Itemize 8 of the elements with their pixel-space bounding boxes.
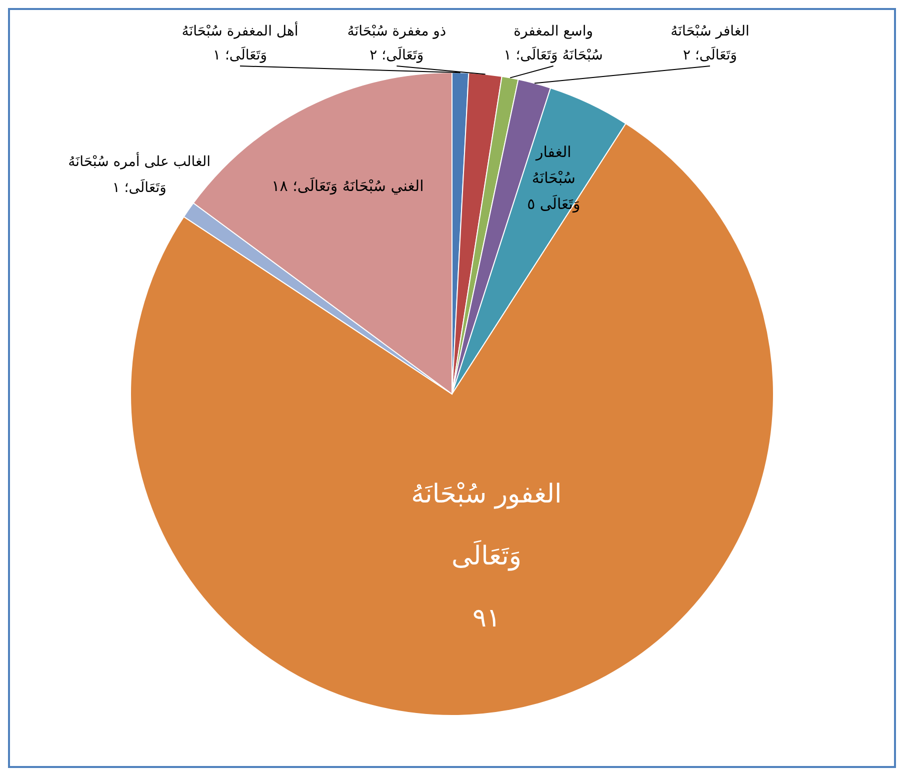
data-label: ٩١ [472, 603, 500, 634]
slice-label: واسع المغفرة سُبْحَانَهُ وَتَعَالَى؛ ١ [504, 24, 603, 64]
category-label: الغفور سُبْحَانَهُ وَتَعَالَى [411, 479, 562, 572]
slice-label: الغالب على أمره سُبْحَانَهُ وَتَعَالَى؛ ١ [68, 152, 210, 196]
slice-label: ذو مغفرة سُبْحَانَهُ وَتَعَالَى؛ ٢ [347, 24, 446, 64]
slice-label: أهل المغفرة سُبْحَانَهُ وَتَعَالَى؛ ١ [182, 22, 298, 64]
slice-label: الغني سُبْحَانَهُ وَتَعَالَى؛ ١٨ [272, 176, 424, 196]
slice-label: الغافر سُبْحَانَهُ وَتَعَالَى؛ ٢ [670, 24, 750, 64]
